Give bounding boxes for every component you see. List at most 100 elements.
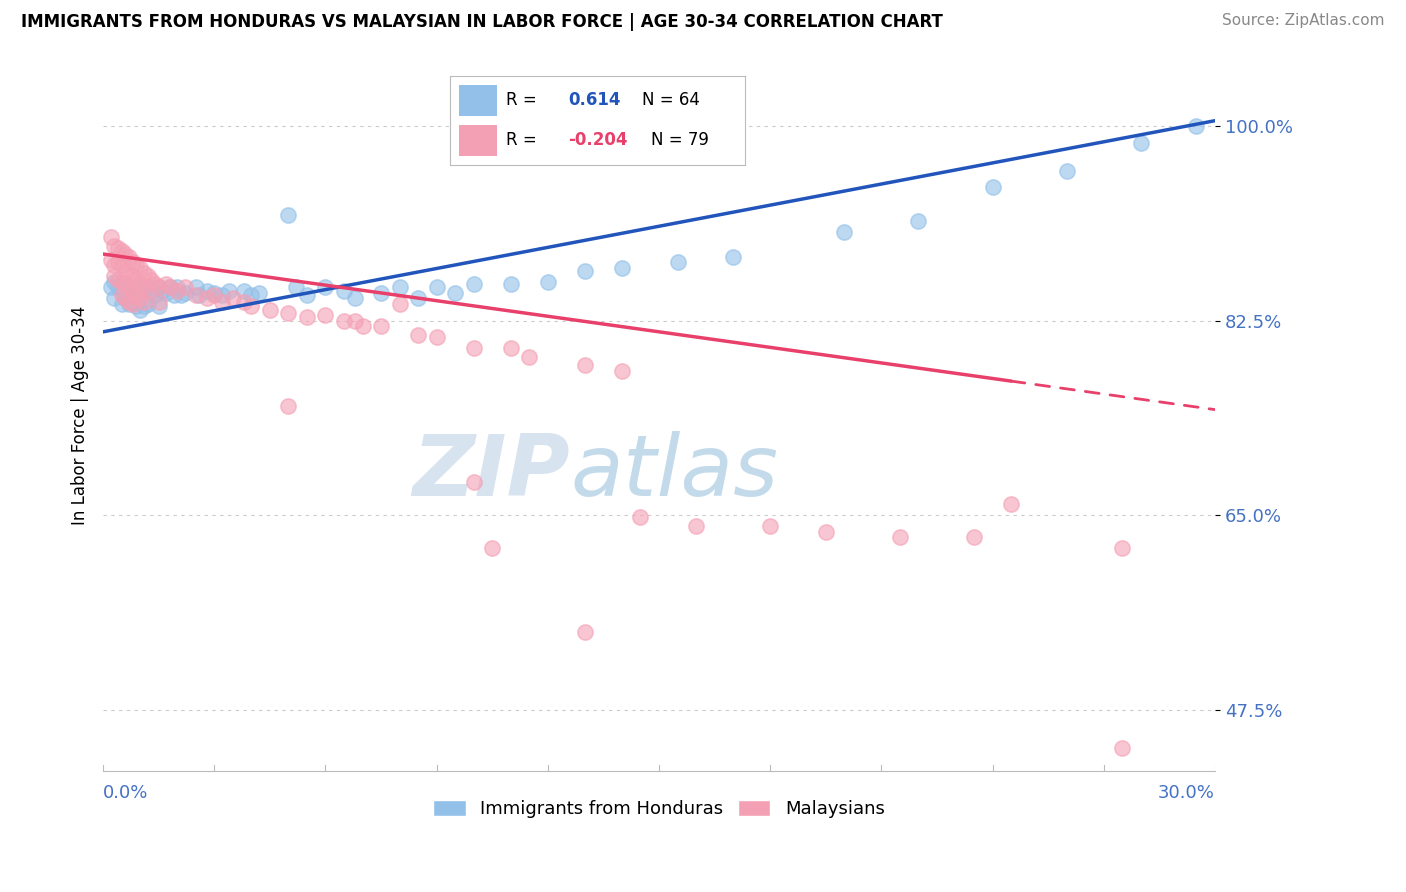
Point (247, 285, 270, 300)
Point (388, 280, 411, 294)
Point (103, 275, 125, 289)
Point (118, 294, 141, 309)
Point (129, 261, 152, 276)
Point (118, 251, 141, 265)
Point (107, 272, 129, 286)
Point (121, 255, 143, 269)
Point (118, 280, 141, 294)
Point (111, 244, 134, 258)
Point (444, 285, 467, 300)
Point (574, 624, 596, 639)
Point (107, 255, 129, 269)
Point (114, 292, 136, 306)
Text: R =: R = (506, 91, 543, 110)
Point (103, 292, 125, 306)
Point (100, 230, 122, 244)
Point (159, 280, 181, 294)
Point (166, 284, 188, 298)
Point (118, 280, 141, 294)
Point (129, 292, 152, 306)
Point (211, 288, 233, 302)
Point (114, 277, 136, 291)
Text: IMMIGRANTS FROM HONDURAS VS MALAYSIAN IN LABOR FORCE | AGE 30-34 CORRELATION CHA: IMMIGRANTS FROM HONDURAS VS MALAYSIAN IN… (21, 13, 943, 31)
Point (284, 280, 307, 294)
Point (277, 306, 299, 320)
Point (1129, 136, 1152, 150)
Point (610, 261, 633, 276)
Point (111, 258, 134, 272)
Point (136, 269, 159, 284)
Text: 0.0%: 0.0% (103, 784, 149, 802)
Point (136, 280, 159, 294)
Point (463, 277, 485, 291)
Point (426, 330, 449, 344)
Point (314, 308, 336, 322)
Point (184, 288, 207, 302)
Point (141, 272, 163, 286)
Text: 0.614: 0.614 (568, 91, 620, 110)
Point (121, 283, 143, 297)
Point (129, 302, 152, 317)
Point (111, 288, 134, 302)
Point (295, 310, 318, 325)
Point (240, 299, 263, 313)
Text: ZIP: ZIP (412, 431, 569, 514)
Y-axis label: In Labor Force | Age 30-34: In Labor Force | Age 30-34 (72, 306, 89, 524)
Point (132, 283, 155, 297)
Point (666, 255, 689, 269)
Point (240, 288, 263, 302)
Point (103, 269, 125, 284)
Point (129, 284, 152, 298)
Point (406, 328, 429, 343)
Point (610, 364, 633, 378)
Point (344, 292, 367, 306)
Point (1056, 163, 1078, 178)
Point (218, 284, 240, 298)
Point (103, 239, 125, 253)
Point (463, 475, 485, 489)
Point (103, 258, 125, 272)
Point (111, 275, 134, 289)
Point (574, 263, 596, 277)
Point (963, 530, 986, 544)
Point (111, 297, 134, 311)
Point (141, 284, 163, 298)
Point (277, 208, 299, 222)
Point (111, 284, 134, 298)
Point (136, 284, 159, 298)
Point (537, 275, 560, 289)
Point (184, 280, 207, 294)
Point (125, 288, 148, 302)
Point (481, 541, 503, 556)
Point (100, 280, 122, 294)
Point (574, 358, 596, 372)
Point (152, 284, 174, 298)
Point (114, 292, 136, 306)
Point (333, 314, 356, 328)
Point (114, 247, 136, 261)
Point (344, 314, 367, 328)
Point (1111, 541, 1133, 556)
Point (125, 280, 148, 294)
Point (143, 288, 166, 302)
Point (195, 292, 218, 306)
Point (114, 277, 136, 291)
Point (114, 263, 136, 277)
Text: -0.204: -0.204 (568, 131, 627, 150)
Point (295, 288, 318, 302)
Point (314, 280, 336, 294)
Legend: Immigrants from Honduras, Malaysians: Immigrants from Honduras, Malaysians (426, 793, 891, 826)
Point (118, 266, 141, 280)
Point (121, 269, 143, 284)
Point (107, 242, 129, 256)
Point (370, 319, 392, 334)
Point (148, 294, 170, 309)
Bar (458, 125, 498, 156)
Point (132, 299, 155, 313)
Point (259, 302, 281, 317)
Point (129, 277, 152, 291)
Point (333, 284, 356, 298)
Point (121, 297, 143, 311)
Point (121, 284, 143, 298)
Point (148, 280, 170, 294)
